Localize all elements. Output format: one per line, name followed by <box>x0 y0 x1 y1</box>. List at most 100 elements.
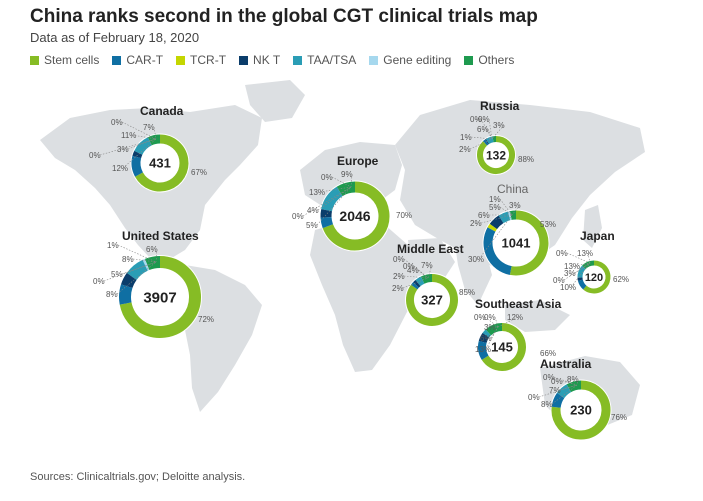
pct-label-china-nk-t: 6% <box>478 211 490 220</box>
slice-southeast-asia-others <box>485 323 503 336</box>
continent-asia <box>395 100 645 270</box>
region-name-middle-east: Middle East <box>397 242 464 256</box>
region-total-europe: 2046 <box>339 208 370 224</box>
region-total-canada: 431 <box>149 156 171 171</box>
legend-label: TCR-T <box>190 53 227 67</box>
region-total-southeast-asia: 145 <box>491 340 513 355</box>
pct-label-russia-taa-tsa: 6% <box>477 125 489 134</box>
region-total-middle-east: 327 <box>421 293 443 308</box>
pct-label-europe-nk-t: 4% <box>307 206 319 215</box>
pct-label-japan-car-t: 10% <box>560 283 576 292</box>
leader-line <box>413 265 429 279</box>
leader-line <box>121 121 157 140</box>
pct-label-china-taa-tsa: 5% <box>489 203 501 212</box>
legend-item-nk-t: NK T <box>239 53 280 67</box>
legend-swatch <box>369 55 379 65</box>
region-name-southeast-asia: Southeast Asia <box>475 297 562 311</box>
pct-label-china-stem-cells: 53% <box>540 220 556 229</box>
slice-united-states-stem-cells <box>119 256 201 338</box>
legend-label: Gene editing <box>383 53 452 67</box>
leader-line <box>478 214 513 260</box>
slice-united-states-car-t <box>119 284 133 305</box>
pct-label-middle-east-taa-tsa: 4% <box>407 266 419 275</box>
leader-line <box>538 384 578 398</box>
region-total-russia: 132 <box>486 148 506 162</box>
slice-middle-east-nk-t <box>413 279 421 288</box>
pct-label-europe-others: 9% <box>341 170 353 179</box>
continent-southeast-asia-islands <box>505 300 570 332</box>
slice-australia-car-t <box>551 392 565 408</box>
leader-line <box>131 134 157 140</box>
donut-china: China 1041 53% 30% 2%6%5%1% 3% <box>468 182 556 277</box>
pct-label-russia-nk-t: 1% <box>460 133 472 142</box>
legend-swatch <box>30 55 39 65</box>
leader-line <box>121 261 157 275</box>
leader-line <box>480 214 513 224</box>
slice-united-states-gene-editing <box>142 258 150 271</box>
pct-label-russia-tcr-t: 0% <box>470 115 482 124</box>
pct-label-united-states-taa-tsa: 8% <box>122 255 134 264</box>
leader-line <box>566 252 591 264</box>
slice-europe-stem-cells <box>322 181 390 251</box>
slice-united-states-others <box>144 256 161 271</box>
pct-label-canada-car-t: 12% <box>112 164 128 173</box>
pct-label-southeast-asia-car-t: 13% <box>475 345 491 354</box>
region-name-canada: Canada <box>140 104 184 118</box>
slice-southeast-asia-taa-tsa <box>482 329 492 338</box>
leader-line <box>319 186 352 193</box>
slice-middle-east-others <box>420 274 433 284</box>
pct-label-australia-tcr-t: 0% <box>528 393 540 402</box>
leader-line <box>570 262 591 288</box>
leader-line <box>117 244 157 263</box>
slice-middle-east-car-t <box>410 282 419 290</box>
slice-china-car-t <box>483 227 512 275</box>
slice-china-nk-t <box>489 215 504 230</box>
leader-line <box>485 326 499 350</box>
region-name-japan: Japan <box>580 229 615 243</box>
slice-australia-stem-cells <box>551 380 611 440</box>
chart-title: China ranks second in the global CGT cli… <box>30 6 538 27</box>
legend-item-stem-cells: Stem cells <box>30 53 99 67</box>
leader-line <box>574 262 591 274</box>
slice-japan-car-t <box>577 279 587 290</box>
pct-label-australia-others: 8% <box>567 375 579 384</box>
pct-label-canada-tcr-t: 0% <box>89 151 101 160</box>
pct-label-china-car-t: 30% <box>468 255 484 264</box>
slice-russia-nk-t <box>484 138 490 145</box>
pct-label-china-tcr-t: 2% <box>470 219 482 228</box>
leader-line <box>316 186 352 226</box>
slice-canada-taa-tsa <box>134 137 152 155</box>
legend-item-gene-editing: Gene editing <box>369 53 451 67</box>
pct-label-australia-taa-tsa: 7% <box>549 386 561 395</box>
leader-line <box>317 186 352 211</box>
leader-line <box>153 126 157 140</box>
leader-line <box>497 316 519 328</box>
pct-label-united-states-gene-editing: 1% <box>107 241 119 250</box>
pct-label-southeast-asia-nk-t: 6% <box>480 334 492 343</box>
legend-swatch <box>293 55 303 65</box>
pct-label-europe-stem-cells: 70% <box>396 211 412 220</box>
pct-label-southeast-asia-tcr-t: 0% <box>474 313 486 322</box>
pct-label-united-states-tcr-t: 0% <box>93 277 105 286</box>
leader-line <box>403 258 429 279</box>
legend-swatch <box>112 55 122 65</box>
pct-label-europe-gene-editing: 0% <box>321 173 333 182</box>
slice-middle-east-taa-tsa <box>415 276 425 287</box>
pct-label-united-states-others: 6% <box>146 245 158 254</box>
slice-europe-car-t <box>320 216 334 229</box>
leader-line <box>427 264 433 279</box>
slice-japan-stem-cells <box>583 260 611 294</box>
donut-southeast-asia: Southeast Asia 145 66% 13% 0% 6% 3%0% 12% <box>474 297 562 372</box>
pct-label-middle-east-others: 7% <box>421 261 433 270</box>
slice-china-taa-tsa <box>498 211 511 224</box>
region-total-united-states: 3907 <box>143 289 176 306</box>
pct-label-australia-stem-cells: 76% <box>611 413 627 422</box>
leader-line <box>551 384 578 405</box>
legend-label: Stem cells <box>44 53 100 67</box>
slice-united-states-taa-tsa <box>126 259 148 281</box>
